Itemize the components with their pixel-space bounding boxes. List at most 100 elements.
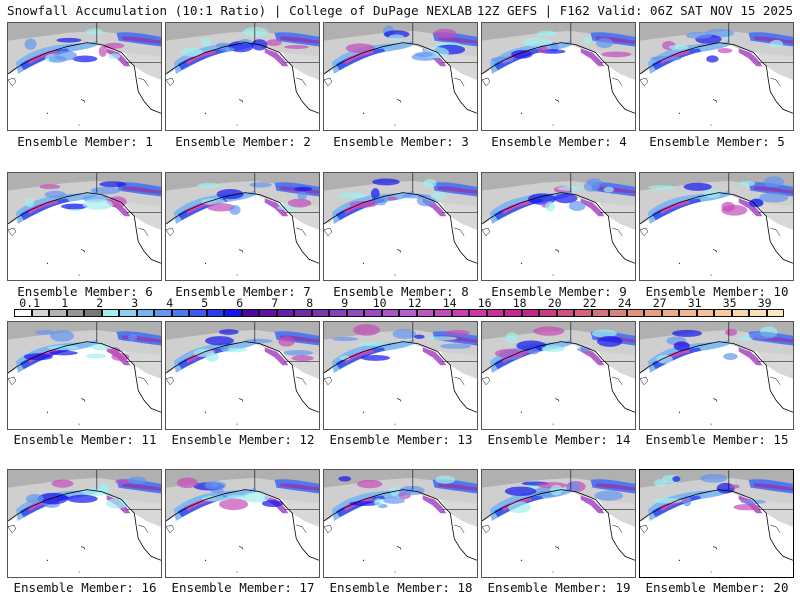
snowfall-map-image: [640, 173, 793, 276]
chart-title: Snowfall Accumulation (10:1 Ratio) | Col…: [7, 3, 473, 18]
colorbar-swatch: [14, 309, 32, 317]
colorbar-swatch: [66, 309, 84, 317]
snowfall-map-image: [324, 470, 477, 573]
ensemble-member-map-13[interactable]: [323, 321, 478, 430]
ensemble-member-label: Ensemble Member: 9: [491, 284, 627, 299]
colorbar-tick-label: 39: [757, 296, 772, 310]
colorbar-swatch: [434, 309, 452, 317]
ensemble-member-label: Ensemble Member: 5: [649, 134, 785, 149]
ensemble-member-label: Ensemble Member: 1: [17, 134, 153, 149]
colorbar-tick-label: 35: [722, 296, 737, 310]
colorbar-tick-label: 10: [372, 296, 387, 310]
colorbar-swatch: [189, 309, 207, 317]
ensemble-member-label: Ensemble Member: 6: [17, 284, 153, 299]
colorbar-swatch: [696, 309, 714, 317]
ensemble-member-label: Ensemble Member: 18: [329, 580, 473, 595]
snowfall-map-image: [8, 173, 161, 276]
colorbar-swatch: [259, 309, 277, 317]
ensemble-member-map-19[interactable]: [481, 469, 636, 578]
colorbar-swatch: [661, 309, 679, 317]
ensemble-member-map-3[interactable]: [323, 22, 478, 131]
colorbar-swatch: [381, 309, 399, 317]
colorbar-tick-label: 4: [166, 296, 174, 310]
ensemble-member-map-2[interactable]: [165, 22, 320, 131]
ensemble-member-map-10[interactable]: [639, 172, 794, 281]
colorbar-swatch: [574, 309, 592, 317]
colorbar-swatch: [504, 309, 522, 317]
colorbar-swatch: [31, 309, 49, 317]
colorbar-swatch: [556, 309, 574, 317]
ensemble-member-map-18[interactable]: [323, 469, 478, 578]
ensemble-member-label: Ensemble Member: 16: [13, 580, 157, 595]
ensemble-member-label: Ensemble Member: 7: [175, 284, 311, 299]
colorbar-swatch: [679, 309, 697, 317]
colorbar-swatch: [171, 309, 189, 317]
ensemble-member-label: Ensemble Member: 19: [487, 580, 631, 595]
colorbar-swatch: [119, 309, 137, 317]
ensemble-member-label: Ensemble Member: 12: [171, 432, 315, 447]
colorbar-swatch: [101, 309, 119, 317]
ensemble-member-map-14[interactable]: [481, 321, 636, 430]
snowfall-map-image: [324, 23, 477, 126]
colorbar-tick-label: 22: [582, 296, 597, 310]
colorbar-swatch: [241, 309, 259, 317]
snowfall-map-image: [166, 173, 319, 276]
colorbar-tick-label: 1: [61, 296, 69, 310]
ensemble-member-map-11[interactable]: [7, 321, 162, 430]
ensemble-member-map-8[interactable]: [323, 172, 478, 281]
ensemble-member-map-5[interactable]: [639, 22, 794, 131]
colorbar-swatch: [136, 309, 154, 317]
ensemble-member-label: Ensemble Member: 8: [333, 284, 469, 299]
colorbar-tick-label: 7: [271, 296, 279, 310]
ensemble-member-label: Ensemble Member: 3: [333, 134, 469, 149]
snowfall-map-image: [324, 322, 477, 425]
colorbar: [14, 309, 784, 317]
colorbar-tick-labels: 0.1 1 2 3 4 5 6 7 8 9 10 12 14 16 18 20 22 24 27 31 35 39: [14, 296, 794, 310]
colorbar-swatch: [626, 309, 644, 317]
snowfall-map-image: [640, 322, 793, 425]
ensemble-member-map-1[interactable]: [7, 22, 162, 131]
colorbar-swatch: [276, 309, 294, 317]
colorbar-swatch: [486, 309, 504, 317]
colorbar-swatch: [591, 309, 609, 317]
ensemble-member-map-16[interactable]: [7, 469, 162, 578]
colorbar-swatch: [206, 309, 224, 317]
colorbar-swatch: [154, 309, 172, 317]
colorbar-swatch: [399, 309, 417, 317]
ensemble-member-map-17[interactable]: [165, 469, 320, 578]
colorbar-swatch: [311, 309, 329, 317]
colorbar-swatch: [714, 309, 732, 317]
model-run-info: 12Z GEFS | F162 Valid: 06Z SAT NOV 15 20…: [476, 3, 793, 18]
ensemble-member-map-7[interactable]: [165, 172, 320, 281]
ensemble-member-map-6[interactable]: [7, 172, 162, 281]
colorbar-swatch: [346, 309, 364, 317]
snowfall-map-image: [640, 23, 793, 126]
ensemble-member-label: Ensemble Member: 17: [171, 580, 315, 595]
ensemble-member-label: Ensemble Member: 14: [487, 432, 631, 447]
snowfall-map-image: [166, 470, 319, 573]
colorbar-tick-label: 27: [652, 296, 667, 310]
snowfall-map-image: [8, 322, 161, 425]
colorbar-swatch: [451, 309, 469, 317]
ensemble-member-map-4[interactable]: [481, 22, 636, 131]
snowfall-map-image: [166, 23, 319, 126]
ensemble-member-map-20[interactable]: [639, 469, 794, 578]
ensemble-member-label: Ensemble Member: 4: [491, 134, 627, 149]
colorbar-swatch: [294, 309, 312, 317]
snowfall-map-image: [8, 470, 161, 573]
colorbar-swatch: [731, 309, 749, 317]
snowfall-map-image: [482, 173, 635, 276]
ensemble-member-map-9[interactable]: [481, 172, 636, 281]
colorbar-tick-label: 8: [306, 296, 314, 310]
colorbar-swatch: [49, 309, 67, 317]
ensemble-member-map-15[interactable]: [639, 321, 794, 430]
colorbar-swatch: [521, 309, 539, 317]
ensemble-member-map-12[interactable]: [165, 321, 320, 430]
snowfall-map-image: [482, 322, 635, 425]
colorbar-swatch: [749, 309, 767, 317]
colorbar-tick-label: 5: [201, 296, 209, 310]
ensemble-member-label: Ensemble Member: 15: [645, 432, 789, 447]
colorbar-tick-label: 2: [96, 296, 104, 310]
colorbar-tick-label: 14: [442, 296, 457, 310]
colorbar-swatch: [539, 309, 557, 317]
